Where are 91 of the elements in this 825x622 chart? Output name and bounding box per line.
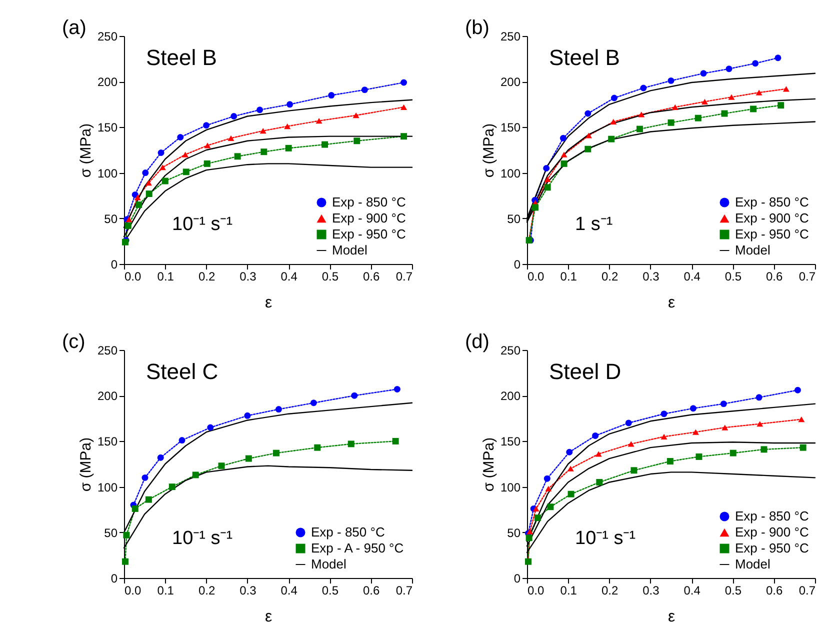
annotation: Steel B: [549, 45, 620, 70]
y-tick-label: 250: [500, 30, 521, 44]
legend-label: Exp - 850 °C: [311, 524, 385, 540]
x-tick-label: 0.1: [157, 584, 174, 598]
x-tick-label: 0.6: [363, 270, 380, 284]
y-tick-label: 150: [500, 434, 521, 449]
y-tick-label: 100: [500, 480, 521, 494]
annotation: 1 s⁻¹: [575, 214, 613, 235]
x-tick-label: 0.1: [560, 584, 578, 598]
annotation: Steel B: [146, 45, 217, 70]
x-tick-label: 0.5: [322, 584, 339, 598]
y-tick-label: 100: [97, 166, 118, 180]
x-tick-label: 0.7: [798, 270, 816, 284]
x-tick-label: 0.3: [642, 584, 660, 598]
y-tick-label: 50: [104, 212, 118, 226]
legend-label: Model: [735, 556, 771, 572]
y-tick-label: 0: [514, 258, 521, 272]
y-tick-label: 150: [97, 434, 118, 449]
x-tick-label: 0.3: [240, 270, 257, 284]
x-tick-label: 0.7: [396, 270, 413, 284]
y-tick-label: 200: [500, 389, 521, 404]
x-tick-label: 0.5: [322, 270, 339, 284]
annotation: 10⁻¹ s⁻¹: [172, 214, 233, 235]
x-tick-label: 0.6: [766, 584, 784, 598]
annotation: 10⁻¹ s⁻¹: [575, 528, 636, 549]
x-tick-label: 0.1: [560, 270, 578, 284]
x-tick-label: 0.1: [157, 270, 174, 284]
y-tick-label: 50: [104, 526, 118, 540]
x-tick-label: 0.3: [240, 584, 257, 598]
y-tick-label: 50: [507, 526, 521, 540]
y-tick-label: 250: [97, 344, 118, 358]
x-tick-label: 0.2: [198, 584, 216, 598]
y-tick-label: 250: [97, 30, 118, 44]
legend-label: Exp - A - 950 °C: [311, 540, 404, 556]
x-tick-label: 0.4: [280, 584, 298, 598]
x-tick-label: 0.6: [766, 270, 784, 284]
x-axis-title: ε: [668, 608, 676, 622]
text: (d): [465, 331, 490, 353]
y-tick-label: 150: [97, 120, 118, 135]
text: (b): [465, 17, 490, 39]
y-axis-title: σ (MPa): [480, 437, 498, 492]
y-axis-title: σ (MPa): [480, 123, 498, 178]
y-tick-label: 250: [500, 344, 521, 358]
x-tick-label: 0.5: [724, 270, 742, 284]
x-tick-label: 0.0: [528, 270, 545, 284]
x-axis-title: ε: [264, 294, 272, 312]
x-tick-label: 0.4: [684, 270, 701, 284]
x-axis-title: ε: [668, 294, 676, 312]
text: (c): [62, 331, 86, 353]
y-tick-label: 200: [97, 389, 118, 404]
legend-label: Exp - 900 °C: [735, 210, 809, 226]
legend-label: Exp - 900 °C: [332, 210, 406, 226]
y-tick-label: 100: [97, 480, 118, 494]
legend-label: Exp - 850 °C: [735, 194, 809, 210]
legend-label: Exp - 850 °C: [332, 194, 406, 210]
legend-label: Exp - 900 °C: [735, 524, 809, 540]
legend-label: Exp - 950 °C: [332, 226, 406, 242]
annotation: 10⁻¹ s⁻¹: [172, 528, 233, 549]
y-tick-label: 0: [110, 572, 118, 586]
x-tick-label: 0.2: [601, 584, 618, 598]
legend-label: Model: [311, 556, 347, 572]
y-tick-label: 50: [507, 212, 521, 226]
x-tick-label: 0.0: [124, 584, 142, 598]
legend-label: Model: [332, 242, 368, 258]
x-axis-title: ε: [264, 608, 272, 622]
text: (a): [62, 17, 86, 39]
y-tick-label: 200: [97, 75, 118, 90]
legend-label: Exp - 950 °C: [735, 540, 809, 556]
x-tick-label: 0.7: [798, 584, 816, 598]
x-tick-label: 0.2: [198, 270, 216, 284]
y-tick-label: 0: [110, 258, 118, 272]
annotation: Steel C: [146, 359, 218, 384]
x-tick-label: 0.6: [363, 584, 380, 598]
x-tick-label: 0.3: [642, 270, 660, 284]
y-tick-label: 0: [514, 572, 521, 586]
x-tick-label: 0.4: [684, 584, 701, 598]
x-tick-label: 0.5: [724, 584, 742, 598]
y-tick-label: 150: [500, 120, 521, 135]
x-tick-label: 0.0: [124, 270, 142, 284]
legend-label: Exp - 850 °C: [735, 508, 809, 524]
legend-label: Exp - 950 °C: [735, 226, 809, 242]
y-axis-title: σ (MPa): [77, 123, 94, 178]
annotation: Steel D: [549, 359, 622, 384]
x-tick-label: 0.4: [280, 270, 298, 284]
y-tick-label: 100: [500, 166, 521, 180]
x-tick-label: 0.0: [528, 584, 545, 598]
y-axis-title: σ (MPa): [77, 437, 94, 492]
y-tick-label: 200: [500, 75, 521, 90]
legend-label: Model: [735, 242, 771, 258]
x-tick-label: 0.2: [601, 270, 618, 284]
x-tick-label: 0.7: [396, 584, 413, 598]
